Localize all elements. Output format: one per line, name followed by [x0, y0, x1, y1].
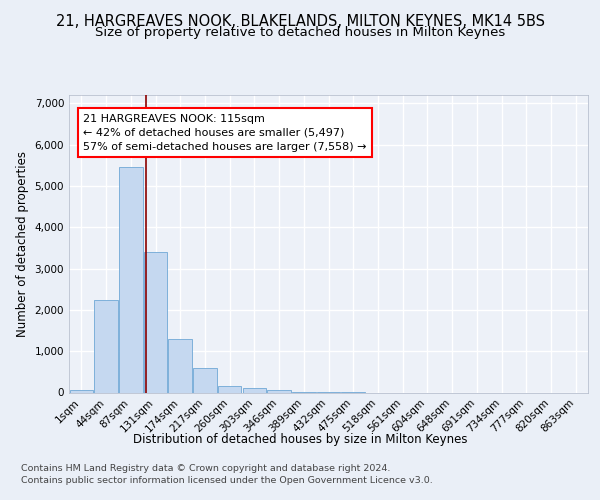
Text: 21, HARGREAVES NOOK, BLAKELANDS, MILTON KEYNES, MK14 5BS: 21, HARGREAVES NOOK, BLAKELANDS, MILTON … [56, 14, 545, 29]
Text: 21 HARGREAVES NOOK: 115sqm
← 42% of detached houses are smaller (5,497)
57% of s: 21 HARGREAVES NOOK: 115sqm ← 42% of deta… [83, 114, 367, 152]
Bar [218, 386, 241, 392]
Text: Distribution of detached houses by size in Milton Keynes: Distribution of detached houses by size … [133, 432, 467, 446]
Text: Size of property relative to detached houses in Milton Keynes: Size of property relative to detached ho… [95, 26, 505, 39]
Bar [70, 390, 93, 392]
Bar [144, 252, 167, 392]
Bar [268, 390, 291, 392]
Bar [193, 368, 217, 392]
Text: Contains HM Land Registry data © Crown copyright and database right 2024.: Contains HM Land Registry data © Crown c… [21, 464, 391, 473]
Y-axis label: Number of detached properties: Number of detached properties [16, 151, 29, 337]
Text: Contains public sector information licensed under the Open Government Licence v3: Contains public sector information licen… [21, 476, 433, 485]
Bar [169, 339, 192, 392]
Bar [119, 168, 143, 392]
Bar [242, 388, 266, 392]
Bar [94, 300, 118, 392]
